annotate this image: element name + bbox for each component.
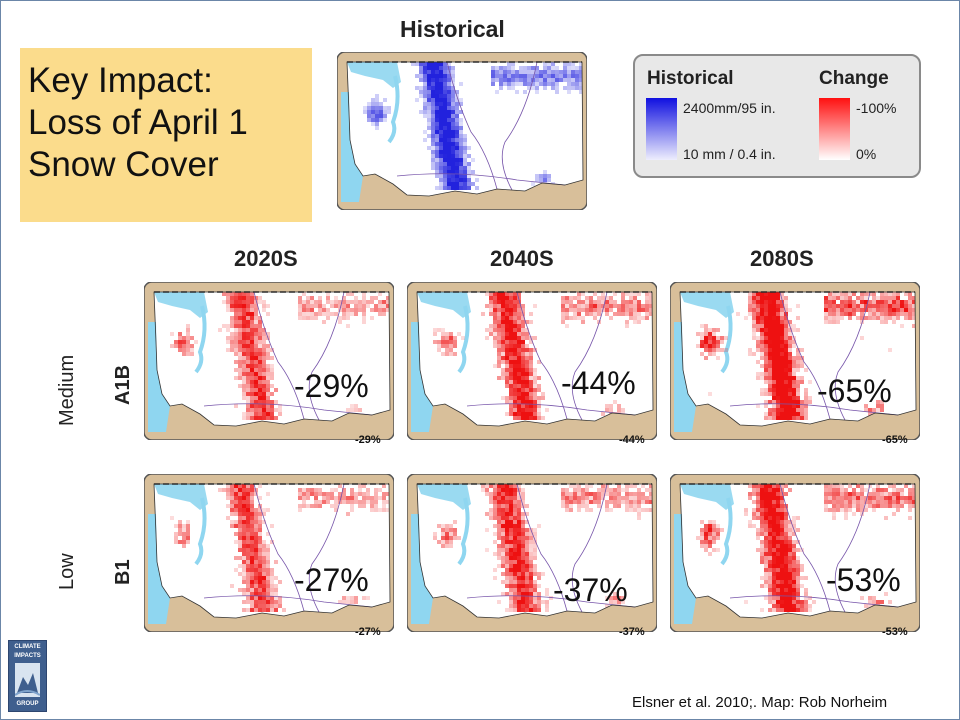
legend-change-min: 0%: [856, 146, 877, 162]
small-pct-b1-2020: -27%: [355, 626, 381, 638]
row-level-medium: Medium: [56, 354, 78, 426]
row-level-low: Low: [56, 553, 78, 590]
map-canvas-b1-2080: [670, 474, 920, 632]
big-pct-b1-2040: -37%: [553, 572, 628, 608]
map-b1-2020s: [144, 474, 394, 632]
legend-change-header: Change: [819, 68, 889, 89]
key-impact-line-3: Snow Cover: [28, 145, 219, 184]
big-pct-a1b-2040: -44%: [561, 365, 636, 401]
map-canvas-b1-2020: [144, 474, 394, 632]
map-canvas-a1b-2040: [407, 282, 657, 440]
map-b1-2080s: [670, 474, 920, 632]
row-scenario-b1: B1: [112, 559, 134, 585]
map-a1b-2020s: [144, 282, 394, 440]
big-pct-a1b-2080: -65%: [817, 373, 892, 409]
small-pct-a1b-2040: -44%: [619, 434, 645, 446]
logo-emblem-icon: [15, 663, 40, 697]
row-scenario-a1b: A1B: [112, 364, 134, 405]
map-canvas-a1b-2020: [144, 282, 394, 440]
key-impact-line-1: Key Impact:: [28, 61, 213, 100]
column-heading-2020s: 2020S: [234, 246, 298, 271]
small-pct-a1b-2020: -29%: [355, 434, 381, 446]
big-pct-a1b-2020: -29%: [294, 368, 369, 404]
key-impact-box: [20, 48, 312, 222]
logo-line-3: GROUP: [16, 701, 39, 707]
citation: Elsner et al. 2010;. Map: Rob Norheim: [632, 694, 888, 711]
climate-impacts-group-logo: CLIMATE IMPACTS GROUP: [8, 640, 47, 712]
legend-change-ramp: [819, 98, 850, 160]
small-pct-a1b-2080: -65%: [882, 434, 908, 446]
map-a1b-2080s: [670, 282, 920, 440]
legend: Historical Change 2400mm/95 in. 10 mm / …: [633, 54, 921, 178]
map-canvas-b1-2040: [407, 474, 657, 632]
map-canvas-historical: [337, 52, 587, 210]
logo-line-2: IMPACTS: [14, 653, 41, 659]
legend-historical-header: Historical: [647, 68, 734, 89]
map-b1-2040s: [407, 474, 657, 632]
key-impact-text: Key Impact: Loss of April 1 Snow Cover: [28, 60, 318, 186]
map-canvas-a1b-2080: [670, 282, 920, 440]
big-pct-b1-2020: -27%: [294, 562, 369, 598]
legend-historical-max: 2400mm/95 in.: [683, 100, 776, 116]
historical-title: Historical: [400, 16, 505, 42]
logo-line-1: CLIMATE: [14, 644, 41, 650]
legend-change-max: -100%: [856, 100, 897, 116]
small-pct-b1-2040: -37%: [619, 626, 645, 638]
column-heading-2040s: 2040S: [490, 246, 554, 271]
legend-historical-min: 10 mm / 0.4 in.: [683, 146, 776, 162]
historical-map: [337, 52, 587, 210]
map-a1b-2040s: [407, 282, 657, 440]
legend-historical-ramp: [646, 98, 677, 160]
key-impact-line-2: Loss of April 1: [28, 103, 248, 142]
column-heading-2080s: 2080S: [750, 246, 814, 271]
small-pct-b1-2080: -53%: [882, 626, 908, 638]
big-pct-b1-2080: -53%: [826, 562, 901, 598]
